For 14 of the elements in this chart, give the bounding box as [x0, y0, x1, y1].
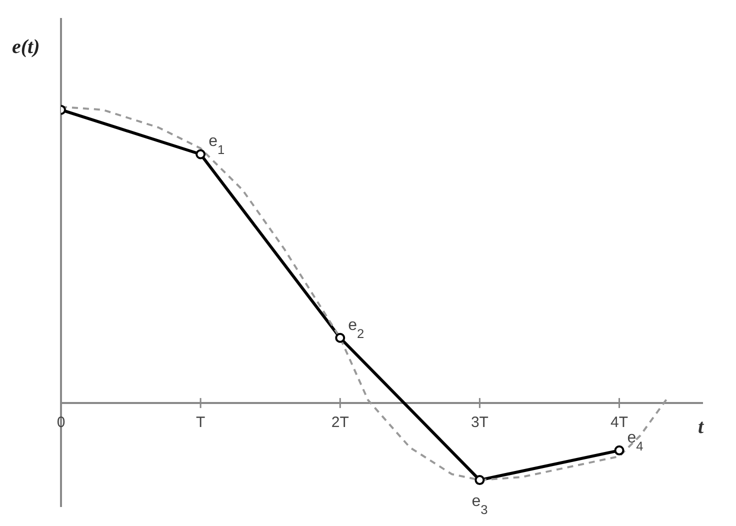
point: [335, 332, 346, 343]
x-tick-label: 3T: [470, 414, 488, 432]
x-tick-label: 4T: [610, 414, 628, 432]
point: [474, 475, 485, 486]
point: [614, 445, 624, 456]
annotation: e$_{1}$: [208, 133, 225, 157]
x-axis-title: t: [698, 416, 705, 438]
point: [196, 149, 206, 160]
annotation: e$_{2}$: [348, 316, 364, 340]
annotation: e$_{3}$: [472, 493, 488, 517]
x-tick-label: T: [196, 414, 206, 432]
y-axis-title: e(t): [12, 36, 40, 58]
annotation: e$_{4}$: [627, 429, 644, 453]
x-tick-label: 2T: [331, 414, 349, 432]
